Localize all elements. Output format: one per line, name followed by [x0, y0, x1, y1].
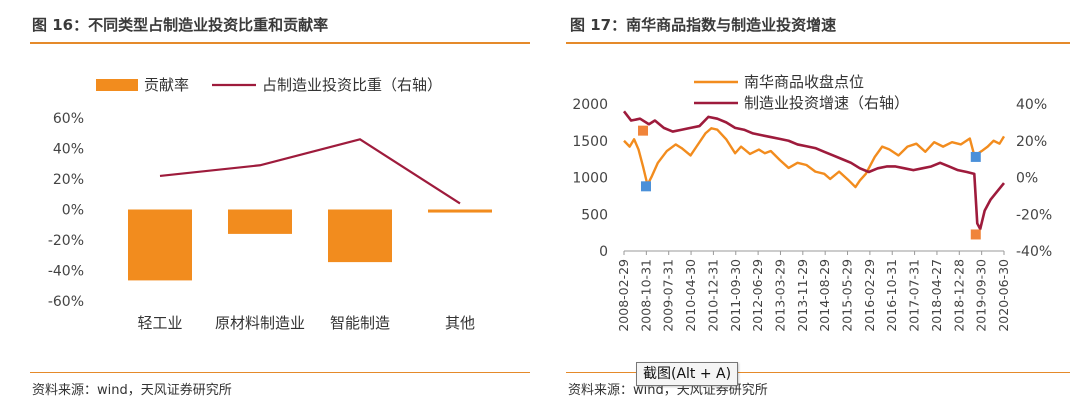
- y-tick-label: 60%: [53, 111, 84, 127]
- x-tick-label: 2010-04-30: [683, 259, 698, 332]
- x-tick-label: 2017-07-31: [907, 259, 922, 332]
- right-chart: 2000 1500 1000 500 0 40% 20% 0% -20% -40% 2008-02-…: [572, 73, 1052, 332]
- highlight-marker: [970, 151, 981, 162]
- y-left-tick-label: 500: [581, 207, 608, 223]
- right-title-rule: [566, 42, 1070, 44]
- bar: [128, 209, 192, 281]
- x-tick-label: 2014-08-29: [817, 259, 832, 332]
- highlight-marker: [638, 125, 649, 136]
- x-tick-label: 2010-12-31: [705, 259, 720, 332]
- y-tick-label: 20%: [53, 172, 84, 188]
- series-line-investment: [622, 110, 1006, 231]
- highlight-marker: [970, 229, 981, 240]
- legend-label-index: 南华商品收盘点位: [744, 73, 864, 91]
- legend-label-investment: 制造业投资增速（右轴）: [744, 94, 909, 112]
- x-tick-label: 2013-03-29: [772, 259, 787, 332]
- x-tick-label: 2016-10-31: [884, 259, 899, 332]
- screenshot-tooltip: 截图(Alt + A): [636, 362, 739, 386]
- x-tick-label: 2018-04-27: [929, 259, 944, 332]
- right-source: 资料来源：wind，天风证券研究所: [568, 383, 768, 398]
- x-tick-label: 2013-11-29: [795, 259, 810, 332]
- x-tick-label: 2008-10-31: [638, 259, 653, 332]
- category-label: 其他: [445, 314, 475, 332]
- left-source: 资料来源：wind，天风证券研究所: [32, 383, 232, 398]
- highlight-marker: [640, 181, 651, 192]
- x-tick-label: 2012-06-29: [750, 259, 765, 332]
- x-tick-label: 2019-09-30: [974, 259, 989, 332]
- y-tick-label: -20%: [48, 233, 84, 249]
- x-tick-label: 2020-06-30: [996, 259, 1011, 332]
- y-left-tick-label: 1500: [572, 134, 608, 150]
- y-right-tick-label: -40%: [1016, 244, 1052, 260]
- category-label: 原材料制造业: [215, 314, 305, 332]
- x-tick-label: 2015-05-29: [840, 259, 855, 332]
- left-chart-title: 图 16：不同类型占制造业投资比重和贡献率: [32, 16, 329, 34]
- bar: [228, 209, 292, 234]
- y-right-tick-label: 0%: [1016, 171, 1038, 187]
- y-left-tick-label: 2000: [572, 97, 608, 113]
- right-chart-title: 图 17：南华商品指数与制造业投资增速: [570, 16, 837, 34]
- left-source-rule: [30, 372, 530, 373]
- category-label: 轻工业: [137, 314, 182, 332]
- right-source-rule: [566, 372, 1070, 373]
- legend-label-bar: 贡献率: [144, 76, 189, 94]
- y-right-tick-label: 20%: [1016, 134, 1047, 150]
- bar: [428, 209, 492, 213]
- bar: [328, 209, 392, 263]
- y-right-tick-label: 40%: [1016, 97, 1047, 113]
- y-right-tick-label: -20%: [1016, 207, 1052, 223]
- x-tick-label: 2008-02-29: [616, 259, 631, 332]
- y-left-tick-label: 1000: [572, 171, 608, 187]
- y-tick-label: 0%: [62, 203, 84, 219]
- category-label: 智能制造: [330, 314, 390, 332]
- legend-swatch-bar: [96, 79, 138, 91]
- series-line: [159, 138, 461, 205]
- left-title-rule: [30, 42, 530, 44]
- y-tick-label: -60%: [48, 294, 84, 310]
- legend-label-line: 占制造业投资比重（右轴）: [262, 76, 442, 94]
- x-tick-label: 2018-12-28: [951, 259, 966, 332]
- x-tick-label: 2016-02-29: [862, 259, 877, 332]
- y-left-tick-label: 0: [599, 244, 608, 260]
- series-line-index: [623, 127, 1006, 189]
- x-tick-label: 2011-09-30: [728, 259, 743, 332]
- y-tick-label: 40%: [53, 142, 84, 158]
- left-chart: 60% 40% 20% 0% -20% -40% -60% 轻工业 原材料制造业 智能制造 其他 贡献…: [48, 76, 492, 332]
- x-tick-label: 2009-07-31: [661, 259, 676, 332]
- y-tick-label: -40%: [48, 264, 84, 280]
